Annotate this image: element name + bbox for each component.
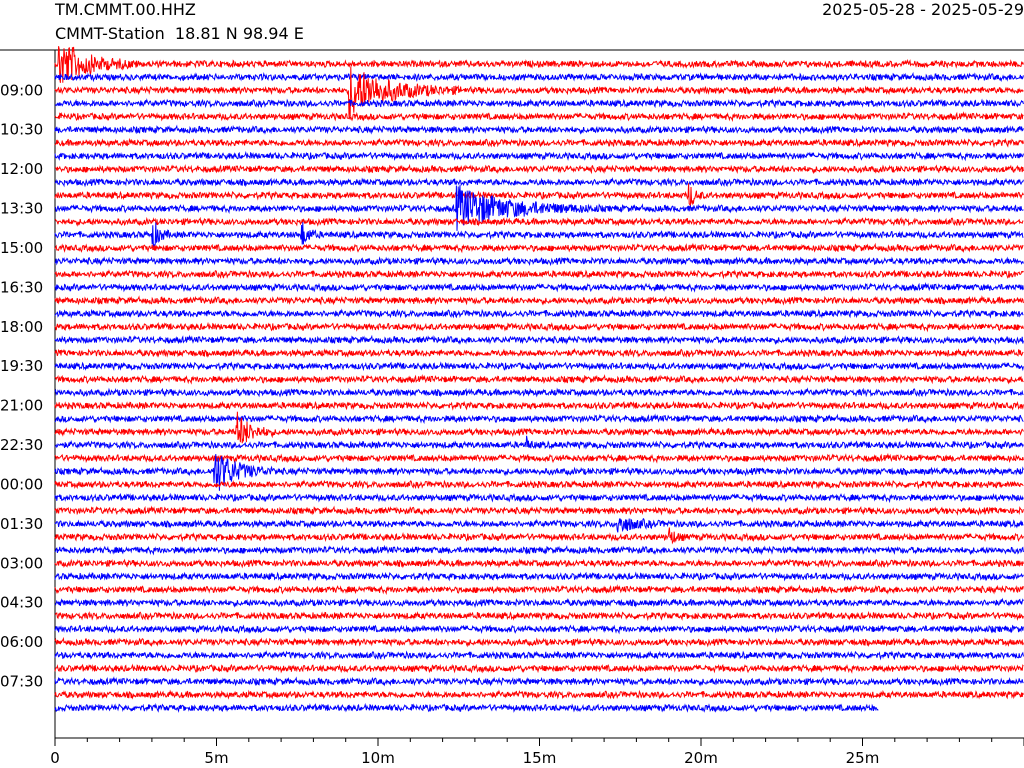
- trace-row: [54, 66, 1024, 117]
- trace-row: [54, 347, 1024, 359]
- trace-row: [54, 610, 1024, 622]
- trace-row: [54, 98, 1024, 109]
- trace-row: [54, 505, 1024, 516]
- trace-row: [54, 216, 1024, 227]
- trace-row: [54, 571, 1024, 582]
- trace-row: [54, 387, 1024, 398]
- trace-row: [54, 597, 1024, 608]
- trace-row: [54, 453, 1024, 491]
- trace-row: [54, 361, 1024, 372]
- station-location: CMMT-Station 18.81 N 98.94 E: [55, 24, 304, 43]
- trace-row: [54, 557, 1024, 569]
- y-tick-label: 12:00: [0, 160, 43, 178]
- trace-row: [54, 527, 1024, 545]
- y-tick-label: 18:00: [0, 318, 43, 336]
- trace-row: [54, 492, 1024, 504]
- y-tick-label: 03:00: [0, 554, 43, 572]
- trace-row: [54, 256, 1024, 267]
- trace-row: [54, 650, 1024, 661]
- trace-row: [54, 71, 1024, 83]
- y-axis-labels: 09:00 10:30 12:00 13:30 15:00 16:30 18:00 19:30…: [0, 81, 43, 690]
- trace-row: [54, 584, 1024, 596]
- trace-row: [54, 222, 1024, 248]
- y-tick-label: 09:00: [0, 81, 43, 99]
- trace-row: [54, 242, 1024, 254]
- y-tick-label: 13:30: [0, 200, 43, 218]
- station-code: TM.CMMT.00.HHZ: [55, 0, 196, 19]
- trace-row: [54, 636, 1024, 648]
- y-tick-label: 06:00: [0, 633, 43, 651]
- x-tick-label: 0: [50, 749, 60, 767]
- trace-row: [54, 150, 1024, 162]
- trace-row: [54, 334, 1024, 346]
- trace-row: [54, 111, 1024, 122]
- trace-row: [54, 518, 1024, 533]
- date-range: 2025-05-28 - 2025-05-29: [822, 0, 1024, 19]
- trace-row: [54, 295, 1024, 306]
- trace-row: [54, 689, 1024, 700]
- trace-row: [54, 435, 1024, 451]
- y-tick-label: 16:30: [0, 278, 43, 296]
- trace-row: [54, 124, 1024, 135]
- trace-row: [54, 702, 879, 713]
- trace-row: [54, 452, 1024, 464]
- trace-row: [54, 479, 1024, 490]
- x-tick-label: 25m: [846, 749, 880, 767]
- y-tick-label: 01:30: [0, 515, 43, 533]
- y-tick-label: 07:30: [0, 673, 43, 691]
- trace-row: [54, 46, 1024, 83]
- y-tick-label: 22:30: [0, 436, 43, 454]
- seismic-traces: [54, 46, 1024, 713]
- y-tick-label: 04:30: [0, 594, 43, 612]
- x-tick-label: 10m: [361, 749, 395, 767]
- trace-row: [54, 623, 1024, 635]
- trace-row: [54, 281, 1024, 293]
- x-axis: 0 5m 10m 15m 20m 25m: [50, 738, 1024, 767]
- y-tick-label: 00:00: [0, 476, 43, 494]
- trace-row: [54, 400, 1024, 411]
- trace-row: [54, 163, 1024, 175]
- trace-row: [54, 411, 1024, 444]
- trace-row: [54, 269, 1024, 280]
- x-tick-label: 5m: [204, 749, 228, 767]
- trace-row: [54, 177, 1024, 188]
- trace-row: [54, 308, 1024, 319]
- y-tick-label: 21:00: [0, 397, 43, 415]
- trace-row: [54, 373, 1024, 385]
- x-tick-label: 20m: [684, 749, 718, 767]
- trace-row: [54, 185, 1024, 231]
- trace-row: [54, 663, 1024, 674]
- trace-row: [54, 321, 1024, 333]
- x-tick-label: 15m: [523, 749, 557, 767]
- trace-row: [54, 544, 1024, 556]
- y-tick-label: 15:00: [0, 239, 43, 257]
- trace-row: [54, 137, 1024, 148]
- y-tick-label: 19:30: [0, 357, 43, 375]
- trace-row: [54, 413, 1024, 425]
- trace-row: [54, 676, 1024, 687]
- y-tick-label: 10:30: [0, 121, 43, 139]
- trace-row: [54, 183, 1024, 206]
